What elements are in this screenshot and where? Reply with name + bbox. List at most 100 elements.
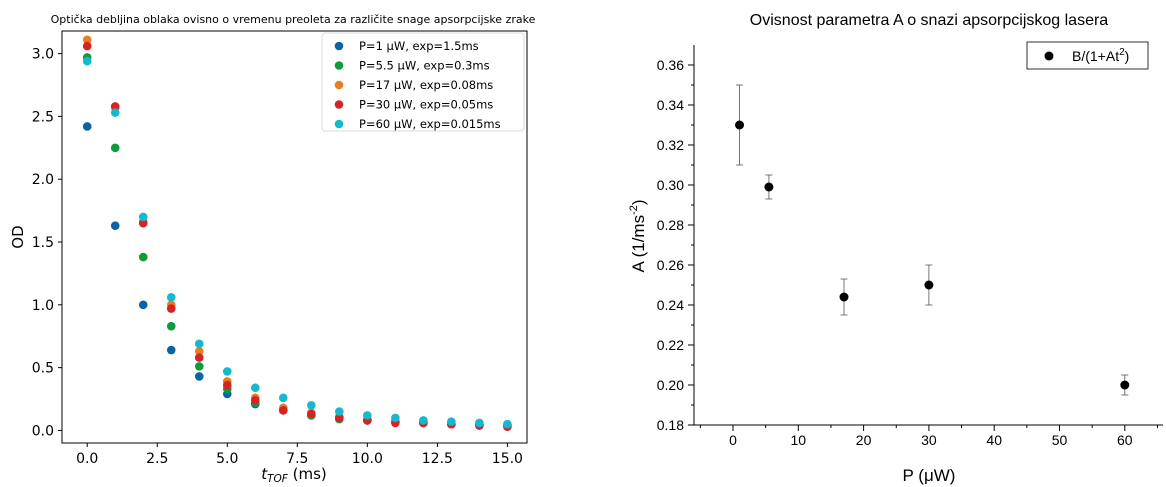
right-data-points xyxy=(735,84,1130,396)
right-point xyxy=(1120,380,1130,390)
left-point xyxy=(335,407,344,416)
left-point xyxy=(278,393,288,403)
left-y-tick-label: 0.0 xyxy=(32,423,54,439)
left-point xyxy=(82,35,92,45)
left-y-tick-label: 3.0 xyxy=(32,47,54,63)
right-chart: Ovisnost parametra A o snazi apsorpcijsk… xyxy=(628,12,1163,485)
left-point xyxy=(194,339,204,349)
left-x-tick-label: 15.0 xyxy=(492,451,523,467)
left-point xyxy=(447,417,456,426)
left-point xyxy=(503,419,512,429)
left-point xyxy=(391,413,400,423)
left-y-axis-label: OD xyxy=(9,225,27,248)
left-x-tick-label: 2.5 xyxy=(146,451,168,467)
left-legend-box xyxy=(321,32,525,132)
left-series-5 xyxy=(82,56,512,429)
right-x-tick-label: 50 xyxy=(1052,432,1068,448)
right-point xyxy=(924,280,934,290)
left-x-tick-label: 0.0 xyxy=(76,451,98,467)
right-x-axis: 0 10 20 30 40 50 60 xyxy=(699,425,1158,448)
right-y-tick-label: 0.36 xyxy=(657,57,684,73)
right-y-tick-label: 0.28 xyxy=(657,217,684,233)
left-point xyxy=(82,122,92,131)
right-x-tick-label: 20 xyxy=(856,432,872,448)
right-y-axis-label: A (1/ms-2) xyxy=(628,199,648,272)
left-legend: P=1 μW, exp=1.5ms P=5.5 μW, exp=0.3ms P=17… xyxy=(321,32,525,132)
left-plot-frame xyxy=(61,30,528,444)
left-point xyxy=(138,300,148,310)
left-point xyxy=(194,372,204,381)
left-legend-marker xyxy=(334,61,344,70)
left-point xyxy=(250,395,260,405)
left-point xyxy=(307,409,316,419)
left-point xyxy=(110,102,120,111)
right-y-tick-label: 0.20 xyxy=(657,377,684,393)
left-y-tick-label: 2.0 xyxy=(32,172,54,188)
left-x-tick-label: 12.5 xyxy=(422,451,453,467)
left-legend-marker xyxy=(334,119,344,129)
left-data-points xyxy=(82,35,512,431)
right-y-label-end: ) xyxy=(629,199,648,205)
left-point xyxy=(194,353,204,362)
left-point xyxy=(250,383,260,393)
right-chart-title: Ovisnost parametra A o snazi apsorpcijsk… xyxy=(750,12,1109,29)
left-legend-marker xyxy=(334,80,344,90)
right-y-tick-label: 0.22 xyxy=(657,337,684,353)
left-point xyxy=(110,143,120,153)
right-x-tick-label: 60 xyxy=(1117,432,1133,448)
right-legend-end: ) xyxy=(1125,48,1130,64)
left-y-tick-label: 1.0 xyxy=(32,298,54,314)
left-point xyxy=(307,401,316,410)
left-chart: Optička debljina oblaka ovisno o vremenu… xyxy=(9,13,536,485)
right-y-tick-label: 0.30 xyxy=(657,177,684,193)
right-point xyxy=(735,120,745,130)
left-point xyxy=(138,218,148,228)
left-chart-title: Optička debljina oblaka ovisno o vremenu… xyxy=(51,13,536,26)
right-y-tick-label: 0.18 xyxy=(657,417,684,433)
right-y-axis: 0.18 0.20 0.22 0.24 0.26 0.28 0.30 0.32 0.34 0.36 xyxy=(657,57,694,433)
left-x-axis: 0.0 2.5 5.0 7.5 10.0 12.5 15.0 xyxy=(76,443,523,467)
left-point xyxy=(82,41,92,51)
right-legend-label: B/(1+At2) xyxy=(1072,47,1129,64)
right-x-tick-label: 40 xyxy=(986,432,1002,448)
left-legend-label: P=30 μW, exp=0.05ms xyxy=(359,98,493,112)
right-x-tick-label: 10 xyxy=(791,432,807,448)
left-y-tick-label: 0.5 xyxy=(32,361,54,377)
left-point xyxy=(110,221,120,230)
left-point xyxy=(278,406,288,415)
right-legend-marker xyxy=(1044,51,1054,61)
left-legend-label: P=5.5 μW, exp=0.3ms xyxy=(359,59,490,73)
left-x-label-var: t xyxy=(261,465,268,483)
left-legend-label: P=60 μW, exp=0.015ms xyxy=(359,117,501,131)
left-x-axis-label: tTOF (ms) xyxy=(261,465,327,485)
left-point xyxy=(138,252,148,262)
right-y-tick-label: 0.26 xyxy=(657,257,684,273)
right-legend-sup: 2 xyxy=(1119,47,1125,58)
left-point xyxy=(222,367,232,376)
left-point xyxy=(166,345,176,355)
right-y-tick-label: 0.32 xyxy=(657,137,684,153)
right-x-axis-label: P (μW) xyxy=(903,466,956,485)
right-y-label-main: A (1/ms xyxy=(629,215,648,273)
left-x-tick-label: 7.5 xyxy=(286,451,308,467)
left-point xyxy=(166,292,176,302)
left-point xyxy=(475,418,484,428)
left-y-tick-label: 1.5 xyxy=(32,235,54,251)
left-point xyxy=(166,321,176,331)
left-point xyxy=(419,416,428,425)
left-point xyxy=(138,212,148,222)
right-x-tick-label: 0 xyxy=(729,432,737,448)
left-point xyxy=(82,56,92,66)
left-x-label-sub: TOF xyxy=(267,473,289,485)
right-y-tick-label: 0.34 xyxy=(657,97,684,113)
left-series-1 xyxy=(82,122,512,430)
right-y-tick-label: 0.24 xyxy=(657,297,684,313)
left-legend-label: P=1 μW, exp=1.5ms xyxy=(359,39,479,53)
left-point xyxy=(194,347,204,356)
left-x-tick-label: 5.0 xyxy=(216,451,238,467)
left-point xyxy=(194,362,204,371)
right-x-tick-label: 30 xyxy=(921,432,937,448)
right-y-label-sup: -2 xyxy=(628,205,640,215)
left-legend-marker xyxy=(334,100,344,109)
